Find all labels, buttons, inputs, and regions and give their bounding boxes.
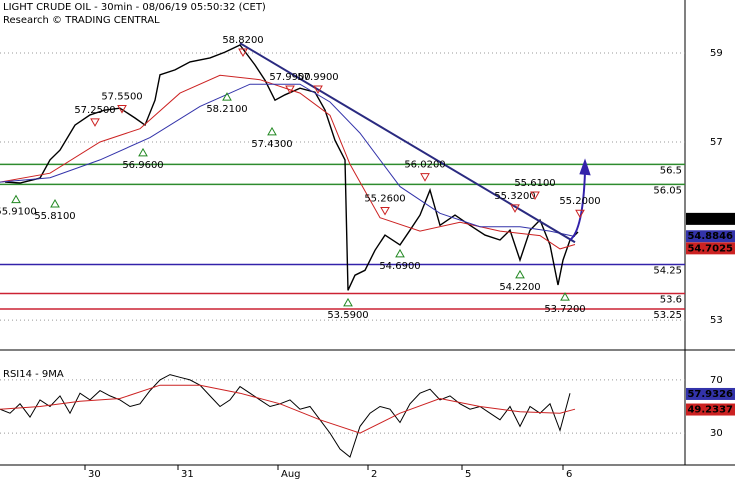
- level-label: 54.25: [653, 266, 682, 277]
- rsi-tick-label: 30: [710, 428, 723, 439]
- low-marker: [343, 297, 353, 307]
- high-marker: [530, 191, 540, 200]
- annotation-label: 57.2500: [74, 105, 115, 116]
- high-marker: [510, 204, 520, 213]
- low-marker: [515, 269, 525, 279]
- low-marker: [395, 248, 405, 258]
- forecast-arrowhead: [579, 158, 591, 176]
- low-marker: [50, 199, 60, 208]
- annotation-label: 55.2000: [559, 196, 600, 207]
- high-marker: [238, 48, 248, 58]
- annotation-label: 53.5900: [327, 310, 368, 321]
- low-marker: [138, 147, 148, 157]
- high-marker: [285, 85, 295, 94]
- annotation-label: 54.6900: [379, 261, 420, 272]
- last-value-box: [686, 387, 735, 400]
- chart-title: LIGHT CRUDE OIL - 30min - 08/06/19 05:50…: [3, 2, 266, 13]
- last-value-label: 54.7025: [687, 243, 733, 254]
- annotation-label: 57.4300: [251, 139, 292, 150]
- annotation-label: 54.2200: [499, 282, 540, 293]
- x-tick-label: 5: [465, 469, 471, 480]
- last-value-box: [686, 242, 735, 255]
- y-tick-label: 53: [710, 315, 723, 326]
- series-line: [0, 374, 571, 458]
- last-value-label: 55.14: [701, 214, 733, 225]
- annotation-label: 55.9100: [0, 207, 37, 218]
- level-label: 56.5: [660, 165, 682, 176]
- last-value-box: [686, 230, 735, 243]
- low-marker: [222, 92, 232, 101]
- high-marker: [575, 209, 585, 219]
- annotation-label: 55.6100: [514, 178, 555, 189]
- last-value-label: 54.8846: [687, 231, 733, 242]
- low-marker: [560, 292, 570, 301]
- last-value-box: [686, 212, 735, 225]
- series-line: [0, 83, 576, 237]
- trendline: [239, 42, 576, 244]
- x-tick-label: 6: [566, 469, 572, 480]
- annotation-label: 58.8200: [222, 35, 263, 46]
- last-value-label: 57.9326: [687, 389, 733, 400]
- x-tick-label: 31: [181, 469, 194, 480]
- level-label: 56.05: [653, 185, 682, 196]
- rsi-label: RSI14 - 9MA: [3, 369, 64, 380]
- series-line: [0, 74, 576, 250]
- rsi-tick-label: 70: [710, 375, 723, 386]
- annotation-label: 56.9600: [122, 160, 163, 171]
- low-marker: [267, 126, 277, 136]
- annotation-label: 57.5500: [101, 92, 142, 103]
- level-label: 53.6: [660, 294, 682, 305]
- annotation-label: 57.9900: [269, 72, 310, 83]
- annotation-label: 57.9900: [297, 72, 338, 83]
- annotation-label: 55.3200: [494, 191, 535, 202]
- y-tick-label: 59: [710, 48, 723, 59]
- chart-subtitle: Research © TRADING CENTRAL: [3, 15, 160, 26]
- annotation-label: 55.2600: [364, 194, 405, 205]
- high-marker: [380, 207, 390, 216]
- x-tick-label: 2: [371, 469, 377, 480]
- high-marker: [420, 173, 430, 182]
- high-marker: [313, 85, 323, 94]
- x-tick-label: 30: [88, 469, 101, 480]
- annotation-label: 53.7200: [544, 304, 585, 315]
- annotation-label: 58.2100: [206, 104, 247, 115]
- last-value-label: 49.2337: [687, 405, 733, 416]
- x-tick-label: Aug: [281, 469, 301, 480]
- level-label: 53.25: [653, 310, 682, 321]
- high-marker: [90, 118, 100, 127]
- annotation-label: 55.8100: [34, 211, 75, 222]
- high-marker: [117, 105, 127, 114]
- series-line: [0, 384, 576, 434]
- low-marker: [11, 194, 21, 204]
- last-value-box: [686, 403, 735, 416]
- y-tick-label: 57: [710, 137, 723, 148]
- annotation-label: 56.0200: [404, 160, 445, 171]
